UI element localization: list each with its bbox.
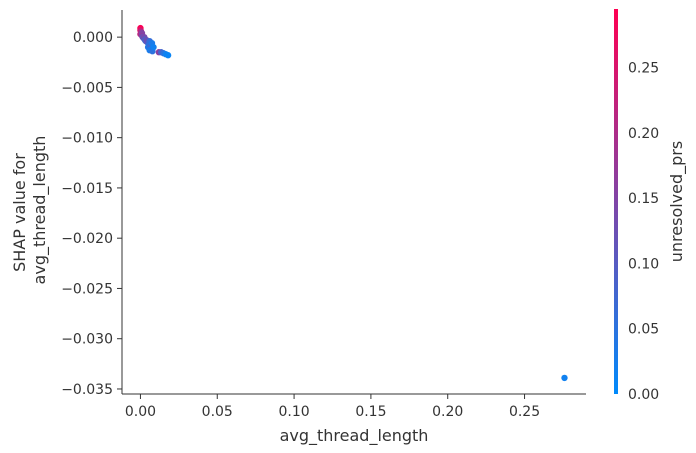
colorbar-ticks: 0.00 0.05 0.10 0.15 0.20 0.25 (628, 61, 659, 403)
data-points (137, 24, 568, 382)
colorbar-tick-label: 0.05 (628, 322, 659, 338)
plot-area: 0.00 0.05 0.10 0.15 0.20 0.25 0.000 −0.005 −0.0… (61, 10, 586, 420)
y-tick-label: −0.025 (61, 281, 113, 297)
y-tick-label: −0.030 (61, 332, 113, 348)
colorbar-tick-label: 0.15 (628, 191, 659, 207)
x-tick-label: 0.20 (432, 404, 463, 420)
y-axis-label: SHAP value for avg_thread_length (10, 136, 50, 285)
x-tick-label: 0.05 (202, 404, 233, 420)
colorbar-gradient (614, 9, 618, 394)
colorbar-tick-label: 0.25 (628, 61, 659, 77)
x-axis-label: avg_thread_length (280, 426, 429, 446)
y-tick-label: −0.015 (61, 181, 113, 197)
colorbar-label: unresolved_prs (667, 141, 687, 262)
y-axis-label-line-1: SHAP value for (10, 153, 29, 272)
data-point (561, 374, 568, 382)
data-point (164, 52, 172, 59)
y-tick-label: −0.020 (61, 231, 113, 247)
x-ticks: 0.00 0.05 0.10 0.15 0.20 0.25 (125, 394, 540, 420)
y-tick-label: −0.005 (61, 80, 113, 96)
y-tick-label: 0.000 (73, 30, 113, 46)
colorbar-tick-label: 0.00 (628, 387, 659, 403)
x-tick-label: 0.10 (278, 404, 309, 420)
y-axis-label-line-2: avg_thread_length (30, 136, 50, 285)
colorbar-tick-label: 0.10 (628, 256, 659, 272)
x-tick-label: 0.00 (125, 404, 156, 420)
colorbar: 0.00 0.05 0.10 0.15 0.20 0.25 unresolved_prs (614, 9, 687, 403)
y-ticks: 0.000 −0.005 −0.010 −0.015 −0.020 −0.025 −0.03… (61, 30, 122, 398)
data-point (150, 43, 157, 51)
y-tick-label: −0.035 (61, 382, 113, 398)
colorbar-tick-label: 0.20 (628, 126, 659, 142)
x-tick-label: 0.15 (355, 404, 386, 420)
y-tick-label: −0.010 (61, 131, 113, 147)
x-tick-label: 0.25 (509, 404, 540, 420)
